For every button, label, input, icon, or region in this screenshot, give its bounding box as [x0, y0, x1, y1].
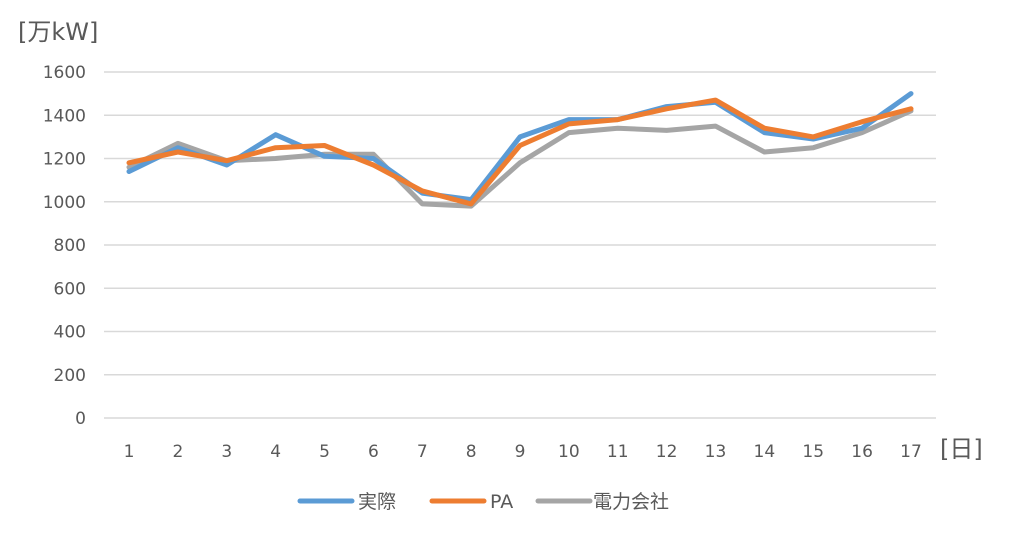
x-tick-label: 15	[802, 442, 824, 462]
x-tick-label: 7	[417, 442, 428, 462]
x-tick-label: 16	[851, 442, 873, 462]
legend-label-0: 実際	[358, 491, 396, 513]
legend: 実際 PA 電力会社	[297, 491, 669, 513]
x-tick-label: 10	[558, 442, 580, 462]
x-tick-label: 4	[270, 442, 281, 462]
x-tick-label: 2	[172, 442, 183, 462]
legend-label-2: 電力会社	[593, 491, 669, 513]
x-tick-label: 5	[319, 442, 330, 462]
y-tick-label: 200	[54, 366, 86, 386]
x-tick-label: 3	[221, 442, 232, 462]
x-axis-ticks: 1 2 3 4 5 6 7 8 9 10 11 12 13 14 15 16 17	[124, 442, 922, 462]
y-tick-label: 800	[54, 236, 86, 256]
y-tick-label: 600	[54, 279, 86, 299]
y-tick-label: 0	[75, 409, 86, 429]
x-axis-unit-label: [日]	[940, 435, 983, 463]
x-tick-label: 8	[466, 442, 477, 462]
x-tick-label: 17	[900, 442, 922, 462]
x-tick-label: 14	[754, 442, 776, 462]
y-tick-label: 1600	[43, 63, 86, 83]
series-lines	[126, 91, 914, 209]
series-line-0	[126, 91, 914, 203]
y-tick-label: 1000	[43, 193, 86, 213]
legend-label-1: PA	[490, 491, 513, 513]
y-tick-label: 400	[54, 323, 86, 343]
series-line-2	[126, 108, 914, 209]
x-tick-label: 1	[124, 442, 135, 462]
x-tick-label: 6	[368, 442, 379, 462]
x-tick-label: 11	[607, 442, 629, 462]
y-tick-label: 1200	[43, 150, 86, 170]
y-axis-unit-label: [万kW]	[18, 18, 98, 46]
gridlines	[104, 71, 936, 419]
series-line-1	[126, 97, 914, 207]
x-tick-label: 12	[656, 442, 678, 462]
x-tick-label: 9	[515, 442, 526, 462]
x-tick-label: 13	[705, 442, 727, 462]
y-axis-ticks: 0 200 400 600 800 1000 1200 1400 1600	[43, 63, 86, 429]
y-tick-label: 1400	[43, 106, 86, 126]
